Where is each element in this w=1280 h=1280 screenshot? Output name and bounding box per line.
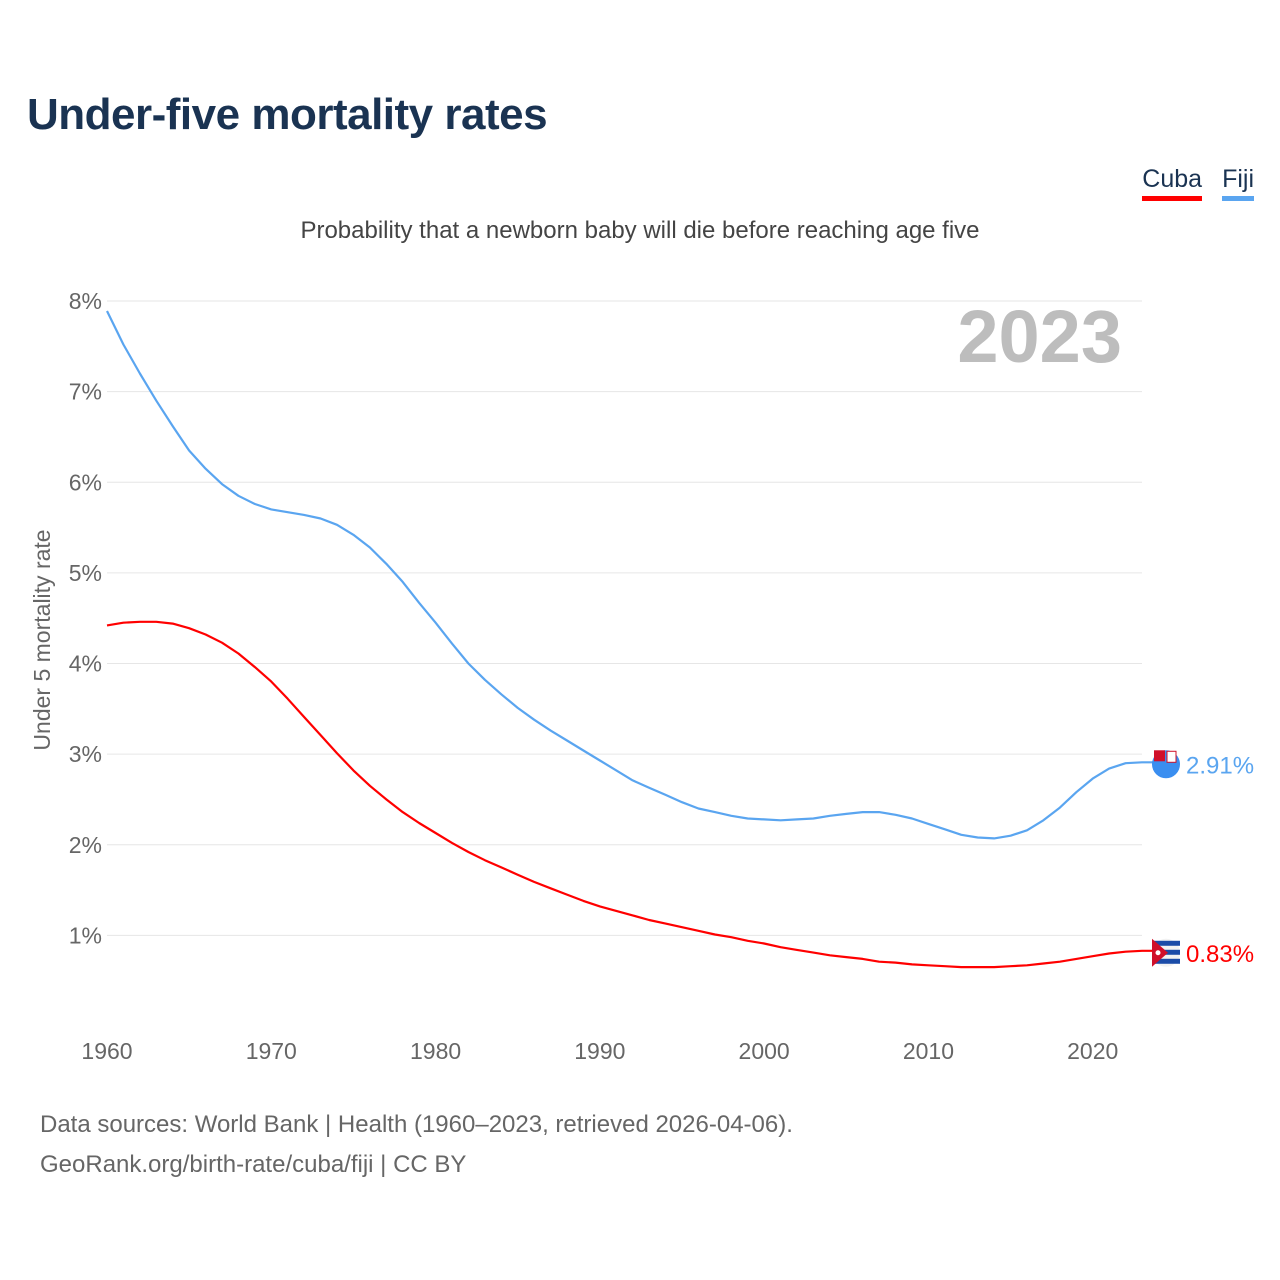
chart-subtitle: Probability that a newborn baby will die… — [300, 217, 980, 244]
x-tick-label: 2000 — [739, 1038, 790, 1064]
y-tick-label: 8% — [69, 288, 102, 314]
x-tick-label: 1990 — [574, 1038, 625, 1064]
series-line-fiji — [106, 310, 1160, 840]
credit-link[interactable]: GeoRank.org/birth-rate/cuba/fiji | CC BY — [40, 1151, 467, 1178]
x-tick-label: 1980 — [410, 1038, 461, 1064]
end-value-label-fiji: 2.91% — [1186, 752, 1254, 779]
legend-item-cuba[interactable]: Cuba — [1142, 165, 1203, 201]
y-tick-label: 2% — [69, 832, 102, 858]
series-line-cuba — [106, 620, 1160, 969]
y-tick-label: 3% — [69, 741, 102, 767]
y-tick-label: 5% — [69, 560, 102, 586]
x-tick-label: 2010 — [903, 1038, 954, 1064]
fiji-flag-icon — [1152, 750, 1180, 779]
y-axis-label: Under 5 mortality rate — [29, 529, 55, 750]
year-watermark: 2023 — [957, 295, 1122, 378]
cuba-flag-icon — [1152, 938, 1180, 967]
x-tick-label: 2020 — [1067, 1038, 1118, 1064]
x-tick-label: 1970 — [246, 1038, 297, 1064]
y-tick-label: 1% — [69, 922, 102, 948]
x-tick-label: 1960 — [81, 1038, 132, 1064]
end-value-label-cuba: 0.83% — [1186, 941, 1254, 968]
y-tick-label: 6% — [69, 469, 102, 495]
legend: Cuba Fiji — [1142, 165, 1254, 201]
footer: Data sources: World Bank | Health (1960–… — [40, 1105, 793, 1185]
legend-item-fiji[interactable]: Fiji — [1222, 165, 1254, 201]
chart-title: Under-five mortality rates — [27, 90, 548, 139]
source-text: Data sources: World Bank | Health (1960–… — [40, 1111, 793, 1138]
y-tick-label: 4% — [69, 651, 102, 677]
y-tick-label: 7% — [69, 379, 102, 405]
